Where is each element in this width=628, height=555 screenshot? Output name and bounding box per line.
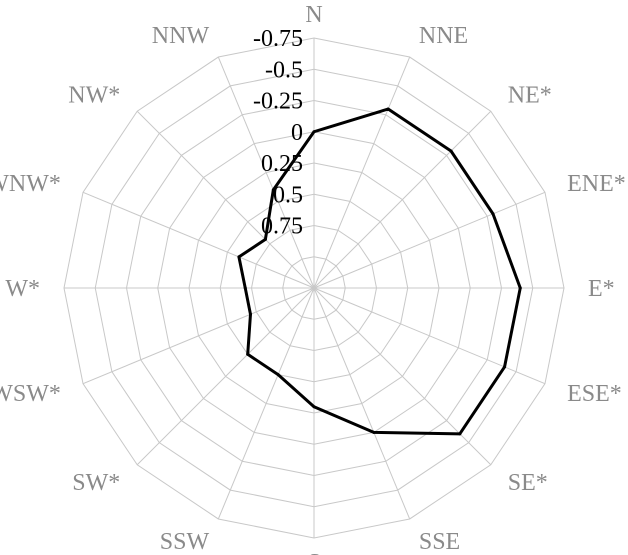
data-point (372, 430, 376, 434)
grid-spoke (313, 110, 492, 289)
category-label: W* (5, 276, 40, 302)
grid-spoke (313, 287, 411, 520)
data-point (491, 212, 495, 216)
data-point (386, 107, 390, 111)
category-label: NW* (68, 82, 120, 108)
category-label: SSE (419, 529, 460, 555)
data-point (246, 352, 250, 356)
radial-tick-label: 0.75 (261, 214, 303, 240)
category-label: S (307, 550, 320, 555)
grid-spoke (217, 56, 315, 289)
radial-tick-label: 0 (291, 120, 303, 146)
data-point (449, 149, 453, 153)
data-point (248, 312, 252, 316)
grid-spoke (136, 110, 315, 289)
category-label: N (305, 2, 322, 28)
grid-spoke (313, 56, 411, 289)
radial-tick-label: -0.5 (265, 57, 303, 83)
data-point (276, 373, 280, 377)
radial-tick-label: -0.25 (253, 89, 303, 115)
series-layer (237, 107, 522, 436)
data-point (312, 130, 316, 134)
data-point (312, 405, 316, 409)
data-point (458, 432, 462, 436)
data-point (518, 286, 522, 290)
category-label: NE* (508, 82, 552, 108)
category-label: SSW (160, 529, 210, 555)
data-point (263, 237, 267, 241)
category-label: WNW* (0, 171, 61, 197)
category-label: E* (588, 276, 615, 302)
data-point (503, 365, 507, 369)
grid-spoke (217, 287, 315, 520)
radial-tick-label: 0.25 (261, 151, 303, 177)
grid-spoke (313, 191, 546, 289)
grid-spoke (82, 191, 315, 289)
category-label: NNE (419, 23, 468, 49)
data-point (237, 255, 241, 259)
radial-tick-label: -0.75 (253, 26, 303, 52)
radial-tick-labels: -0.75 -0.5 -0.25 0 0.25 0.5 0.75 (253, 26, 303, 240)
data-point (243, 286, 247, 290)
grid-spoke (313, 287, 546, 385)
grid-spoke (82, 287, 315, 385)
grid (63, 37, 565, 539)
category-label: ESE* (567, 381, 622, 407)
category-label: WSW* (0, 381, 61, 407)
category-label: NNW (152, 23, 210, 49)
category-label: ENE* (567, 171, 626, 197)
radial-tick-label: 0.5 (273, 182, 303, 208)
grid-spoke (313, 287, 492, 466)
grid-spoke (136, 287, 315, 466)
category-label: SE* (508, 470, 548, 496)
category-label: SW* (72, 470, 120, 496)
data-point (271, 188, 275, 192)
